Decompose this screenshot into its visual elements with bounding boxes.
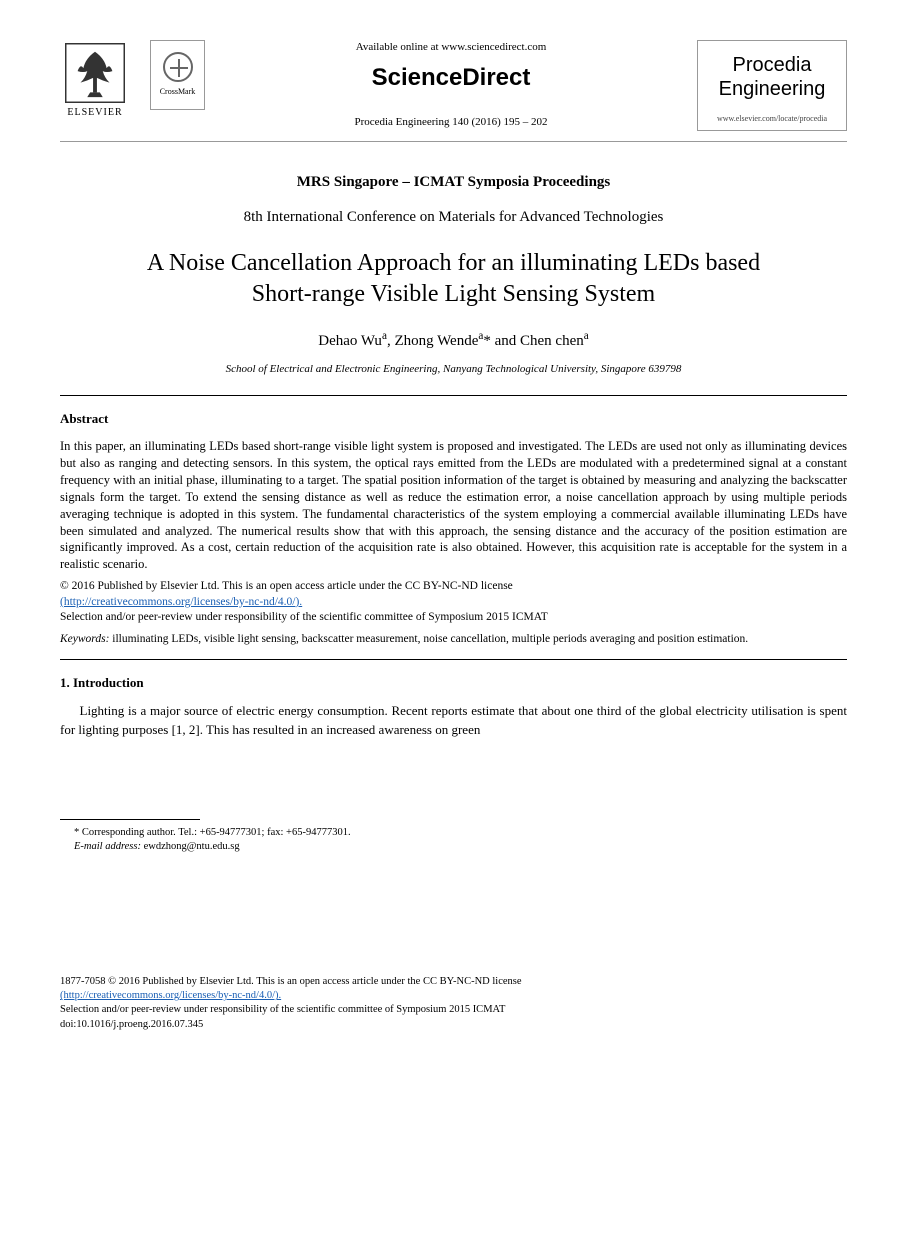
header-center: Available online at www.sciencedirect.co… [205,40,697,130]
crossmark-badge[interactable]: CrossMark [150,40,205,110]
paper-title: A Noise Cancellation Approach for an ill… [60,248,847,310]
header-divider [60,141,847,142]
header-left: ELSEVIER CrossMark [60,40,205,120]
paper-title-line2: Short-range Visible Light Sensing System [252,281,655,307]
paper-title-line1: A Noise Cancellation Approach for an ill… [147,250,760,276]
peer-review-text: Selection and/or peer-review under respo… [60,611,548,623]
introduction-body: Lighting is a major source of electric e… [60,702,847,738]
corresponding-author: * Corresponding author. Tel.: +65-947773… [74,826,847,841]
affiliation: School of Electrical and Electronic Engi… [60,362,847,377]
footer-issn-line: 1877-7058 © 2016 Published by Elsevier L… [60,975,847,989]
journal-name-line1: Procedia [706,53,838,77]
conference-title: 8th International Conference on Material… [60,207,847,228]
introduction-heading: 1. Introduction [60,674,847,692]
abstract-bottom-divider [60,659,847,660]
citation-line: Procedia Engineering 140 (2016) 195 – 20… [205,115,697,130]
elsevier-tree-icon [65,43,125,103]
elsevier-label: ELSEVIER [67,106,122,120]
license-link[interactable]: (http://creativecommons.org/licenses/by-… [60,596,302,608]
crossmark-label: CrossMark [160,86,196,97]
keywords-text: illuminating LEDs, visible light sensing… [109,633,748,645]
footer-peer-review: Selection and/or peer-review under respo… [60,1003,847,1017]
sciencedirect-logo: ScienceDirect [205,61,697,95]
abstract-body: In this paper, an illuminating LEDs base… [60,438,847,573]
header-row: ELSEVIER CrossMark Available online at w… [60,40,847,131]
email-label: E-mail address: [74,841,141,852]
footer-block: 1877-7058 © 2016 Published by Elsevier L… [60,975,847,1032]
keywords-label: Keywords: [60,633,109,645]
crossmark-icon [163,52,193,82]
journal-url: www.elsevier.com/locate/procedia [706,113,838,124]
abstract-heading: Abstract [60,410,847,428]
proceedings-title: MRS Singapore – ICMAT Symposia Proceedin… [60,172,847,193]
footer-license-link[interactable]: (http://creativecommons.org/licenses/by-… [60,990,281,1001]
authors: Dehao Wua, Zhong Wendea* and Chen chena [60,329,847,352]
email-address: ewdzhong@ntu.edu.sg [141,841,240,852]
available-online-text: Available online at www.sciencedirect.co… [205,40,697,55]
footnote-block: * Corresponding author. Tel.: +65-947773… [60,826,847,855]
journal-box: Procedia Engineering www.elsevier.com/lo… [697,40,847,131]
keywords-block: Keywords: illuminating LEDs, visible lig… [60,632,847,648]
footer-doi: doi:10.1016/j.proeng.2016.07.345 [60,1018,847,1032]
footnote-divider [60,819,200,820]
license-block: © 2016 Published by Elsevier Ltd. This i… [60,579,847,626]
journal-name-line2: Engineering [706,77,838,101]
elsevier-logo: ELSEVIER [60,40,130,120]
abstract-top-divider [60,395,847,396]
license-line1: © 2016 Published by Elsevier Ltd. This i… [60,580,513,592]
